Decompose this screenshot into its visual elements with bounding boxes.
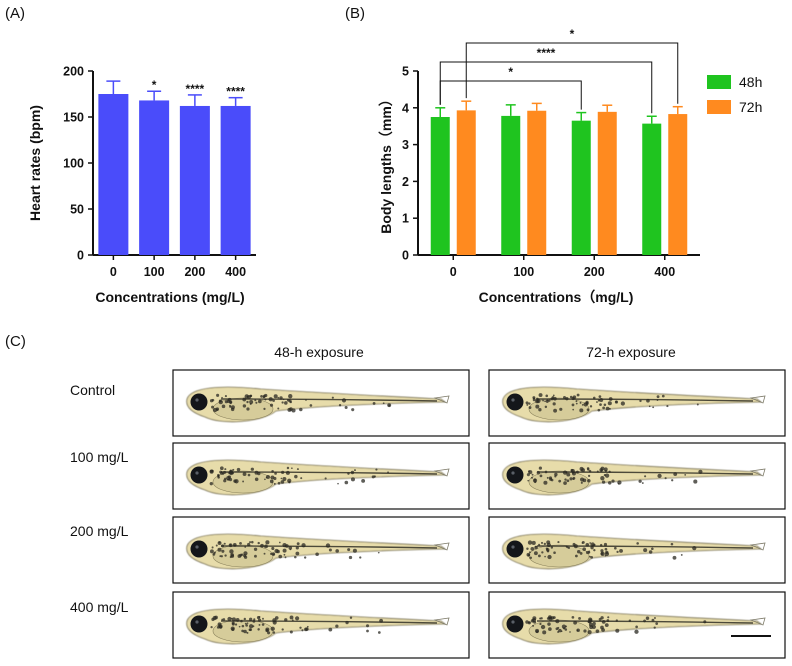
panel-b-y-axis-title: Body lengths（mm） [378, 92, 394, 234]
zebrafish-larva-icon [186, 608, 450, 645]
panel-a-y-tick-label: 100 [63, 157, 84, 171]
panel-b-y-tick-label: 0 [402, 249, 409, 263]
panel-b-bar-72h [597, 111, 617, 256]
panel-b-significance-label: * [508, 65, 513, 79]
larva-image-frame [172, 516, 470, 584]
panel-b-x-tick-label: 0 [450, 265, 457, 279]
panel-b-x-tick-label: 100 [513, 265, 534, 279]
zebrafish-larva-icon [502, 459, 766, 496]
panel-a-y-tick-label: 200 [63, 65, 84, 79]
zebrafish-larva-icon [502, 386, 766, 423]
panel-c-row-200: 200 mg/L [70, 523, 129, 539]
zebrafish-larva-icon [502, 608, 766, 645]
legend-swatch-72h [707, 100, 731, 114]
panel-c-row-100: 100 mg/L [70, 449, 129, 465]
panel-a-bar [98, 94, 129, 255]
panel-b-x-axis-title: Concentrations（mg/L) [479, 289, 634, 305]
panel-b-bar-48h [430, 117, 450, 255]
larva-image-frame [488, 369, 786, 437]
legend-label-72h: 72h [739, 99, 762, 115]
panel-b-x-tick-label: 400 [654, 265, 675, 279]
panel-c-column-72h: 72-h exposure [586, 344, 676, 360]
panel-a-y-tick-label: 0 [77, 249, 84, 263]
legend-label-48h: 48h [739, 74, 762, 90]
panel-b-significance-bracket [465, 42, 679, 104]
panel-b-y-tick-label: 1 [402, 212, 409, 226]
zebrafish-larva-icon [186, 459, 450, 496]
panel-b-y-tick-label: 4 [402, 101, 409, 115]
panel-b-y-tick-label: 3 [402, 138, 409, 152]
larva-image-frame [488, 442, 786, 510]
panel-a-bar [139, 100, 170, 255]
panel-a-x-tick-label: 400 [225, 265, 246, 279]
zebrafish-larva-icon [186, 386, 450, 423]
panel-a-x-tick-label: 100 [144, 265, 165, 279]
larva-image-frame [488, 591, 786, 659]
panel-b-bar-72h [527, 110, 547, 255]
panel-c-column-48h: 48-h exposure [274, 344, 364, 360]
larva-image-frame [172, 591, 470, 659]
panel-b-significance-label: * [570, 27, 575, 41]
larva-image-frame [172, 369, 470, 437]
panel-b-significance-bracket [439, 61, 653, 114]
larva-image-frame [488, 516, 786, 584]
panel-a-bar [220, 105, 251, 256]
panel-b-label: (B) [345, 5, 365, 22]
legend-swatch-48h [707, 75, 731, 89]
panel-a-chart: 0 50 100 150 200 0 100 * 200 **** 400 **** [63, 65, 256, 279]
panel-a-x-tick-label: 200 [184, 265, 205, 279]
panel-b-bar-48h [642, 123, 662, 256]
zebrafish-larva-icon [502, 533, 766, 570]
panel-a-y-tick-label: 50 [70, 203, 84, 217]
panel-a-significance-label: **** [186, 82, 205, 96]
panel-a-x-tick-label: 0 [110, 265, 117, 279]
panel-a-label: (A) [5, 5, 25, 22]
larva-image-frame [172, 442, 470, 510]
panel-b-bar-48h [501, 115, 521, 255]
panel-a-bar [179, 105, 210, 256]
panel-b-significance-label: **** [537, 46, 556, 60]
panel-a-significance-label: * [152, 78, 157, 92]
panel-b-y-tick-label: 5 [402, 65, 409, 79]
panel-b-y-tick-label: 2 [402, 175, 409, 189]
panel-c-row-400: 400 mg/L [70, 599, 129, 615]
panel-b-bar-72h [668, 114, 688, 255]
panel-a-significance-label: **** [226, 85, 245, 99]
panel-b-bar-48h [571, 120, 591, 256]
zebrafish-larva-icon [186, 533, 450, 570]
panel-c-row-control: Control [70, 382, 115, 398]
panel-b-bar-72h [456, 110, 476, 255]
panel-b-x-tick-label: 200 [584, 265, 605, 279]
panel-c-label: (C) [5, 333, 26, 350]
panel-c-image-grid [172, 369, 786, 659]
panel-a-y-axis-title: Heart rates (bpm) [27, 105, 43, 221]
panel-a-y-tick-label: 150 [63, 111, 84, 125]
panel-b-legend: 48h 72h [707, 74, 762, 115]
panel-a-x-axis-title: Concentrations (mg/L) [95, 289, 244, 305]
